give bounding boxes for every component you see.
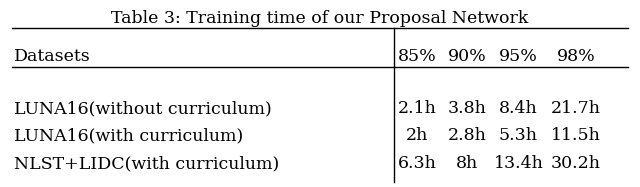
Text: Datasets: Datasets bbox=[13, 48, 90, 65]
Text: 2h: 2h bbox=[406, 127, 428, 144]
Text: 95%: 95% bbox=[499, 48, 538, 65]
Text: Table 3: Training time of our Proposal Network: Table 3: Training time of our Proposal N… bbox=[111, 10, 529, 27]
Text: 90%: 90% bbox=[448, 48, 486, 65]
Text: 2.8h: 2.8h bbox=[448, 127, 486, 144]
Text: LUNA16(with curriculum): LUNA16(with curriculum) bbox=[13, 127, 243, 144]
Text: 30.2h: 30.2h bbox=[551, 155, 601, 172]
Text: 3.8h: 3.8h bbox=[448, 100, 486, 117]
Text: LUNA16(without curriculum): LUNA16(without curriculum) bbox=[13, 100, 271, 117]
Text: 8.4h: 8.4h bbox=[499, 100, 538, 117]
Text: 8h: 8h bbox=[456, 155, 478, 172]
Text: 6.3h: 6.3h bbox=[398, 155, 436, 172]
Text: 13.4h: 13.4h bbox=[493, 155, 543, 172]
Text: 85%: 85% bbox=[398, 48, 436, 65]
Text: 21.7h: 21.7h bbox=[551, 100, 601, 117]
Text: 5.3h: 5.3h bbox=[499, 127, 538, 144]
Text: 2.1h: 2.1h bbox=[398, 100, 436, 117]
Text: 98%: 98% bbox=[557, 48, 595, 65]
Text: 11.5h: 11.5h bbox=[551, 127, 601, 144]
Text: NLST+LIDC(with curriculum): NLST+LIDC(with curriculum) bbox=[13, 155, 279, 172]
